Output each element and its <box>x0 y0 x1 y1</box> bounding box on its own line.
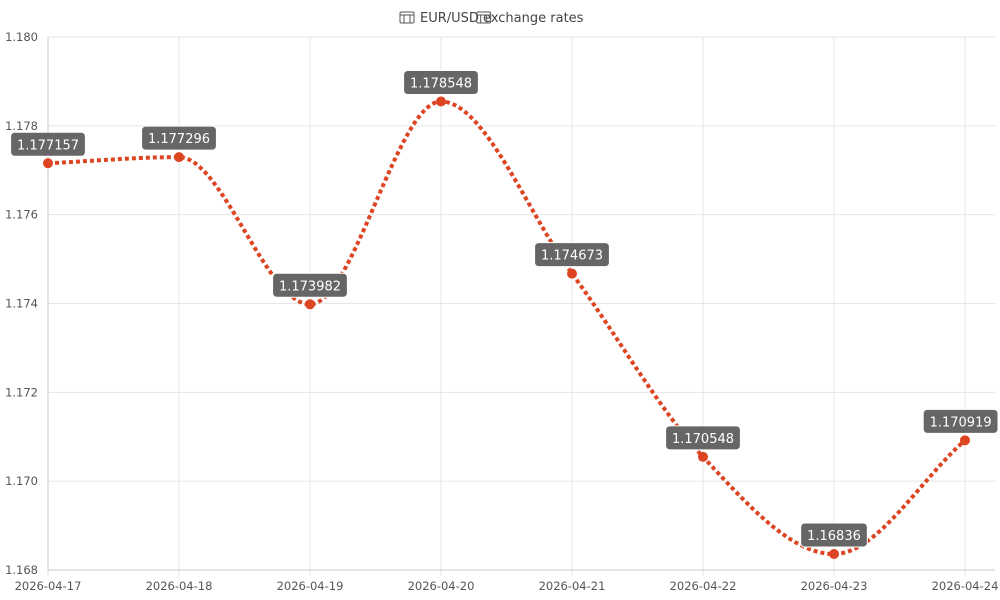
data-label-text: 1.170548 <box>672 432 734 447</box>
data-label: 1.173982 <box>272 272 348 298</box>
y-tick-label: 1.172 <box>5 385 38 399</box>
y-tick-label: 1.168 <box>5 563 38 577</box>
data-label-box <box>922 408 999 434</box>
data-label-text: 1.178548 <box>410 76 472 91</box>
data-point <box>174 152 184 163</box>
data-label-box <box>665 425 741 451</box>
y-tick-label: 1.178 <box>5 119 38 133</box>
x-tick-label: 2026-04-18 <box>146 579 213 593</box>
x-tick-label: 2026-04-19 <box>277 579 344 593</box>
y-axis-tick-labels: 1.168 1.170 1.172 1.174 1.176 1.178 1.180 <box>5 30 38 577</box>
data-label-box <box>534 242 610 268</box>
data-label-text: 1.177296 <box>148 132 210 147</box>
x-axis-tick-labels: 2026-04-17 2026-04-18 2026-04-19 2026-04-20… <box>15 579 999 593</box>
data-label-box <box>141 125 217 151</box>
data-points <box>43 96 970 560</box>
chart-title: EUR/USD exchange rates <box>420 11 584 26</box>
data-label: 1.177296 <box>141 125 217 151</box>
data-label: 1.177157 <box>10 131 86 157</box>
data-label-text: 1.174673 <box>541 249 603 264</box>
y-tick-label: 1.176 <box>5 208 38 222</box>
data-point <box>698 451 708 462</box>
eu-flag-icon <box>399 11 415 24</box>
data-point <box>305 299 315 310</box>
grid-lines <box>47 36 995 576</box>
x-tick-label: 2026-04-23 <box>801 579 868 593</box>
data-label-text: 1.170919 <box>930 415 992 430</box>
data-label-text: 1.16836 <box>807 529 861 544</box>
data-label-box <box>272 272 348 298</box>
data-label-text: 1.177157 <box>17 138 79 153</box>
data-label-box <box>10 131 86 157</box>
x-tick-label: 2026-04-22 <box>670 579 737 593</box>
data-label: 1.170548 <box>665 425 741 451</box>
y-tick-label: 1.174 <box>5 297 38 311</box>
data-label: 1.170919 <box>922 408 999 434</box>
series-line <box>47 99 967 557</box>
x-tick-label: 2026-04-17 <box>15 579 82 593</box>
series-group <box>47 99 967 557</box>
data-label: 1.174673 <box>534 242 610 268</box>
y-tick-label: 1.170 <box>5 474 38 488</box>
axes <box>47 37 995 571</box>
data-point <box>829 549 839 560</box>
data-label-box <box>800 522 868 548</box>
data-point <box>567 268 577 279</box>
data-labels: 1.177157 1.177296 1.173982 1.178548 1.174673… <box>10 69 999 548</box>
us-flag-icon <box>476 11 492 24</box>
x-tick-label: 2026-04-20 <box>408 579 475 593</box>
data-label: 1.178548 <box>403 69 479 95</box>
data-label-text: 1.173982 <box>279 279 341 294</box>
x-tick-label: 2026-04-24 <box>932 579 999 593</box>
data-point <box>43 158 53 169</box>
data-label: 1.16836 <box>800 522 868 548</box>
data-point <box>960 435 970 446</box>
data-point <box>436 96 446 107</box>
y-tick-label: 1.180 <box>5 30 38 44</box>
data-label-box <box>403 69 479 95</box>
x-tick-label: 2026-04-21 <box>539 579 606 593</box>
chart-title-group: EUR/USD exchange rates <box>399 11 584 26</box>
